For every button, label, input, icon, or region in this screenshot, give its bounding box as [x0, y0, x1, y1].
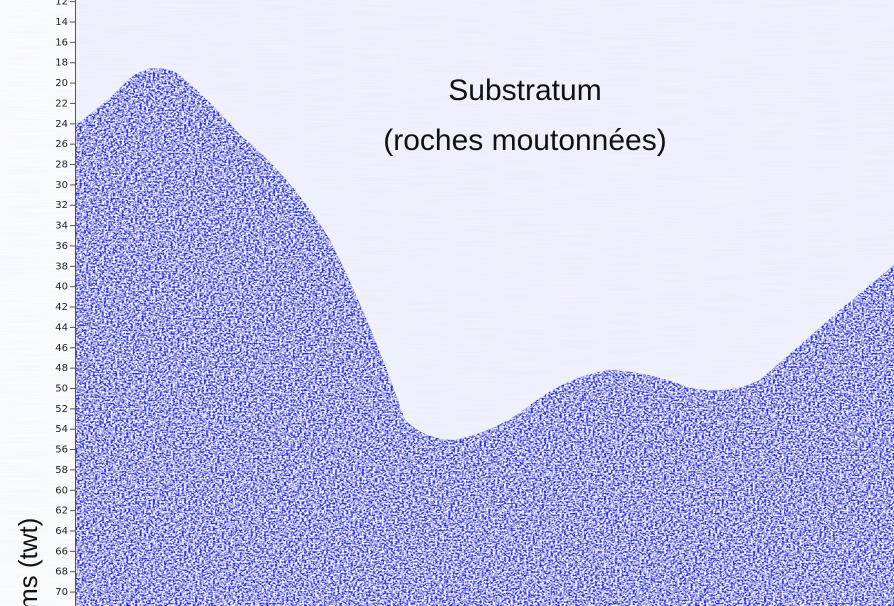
tick-label: 70 — [55, 587, 68, 598]
axis-label: ms (twt) — [13, 518, 43, 606]
tick-label: 64 — [55, 526, 68, 537]
tick-label: 16 — [55, 37, 68, 48]
tick-label: 22 — [55, 98, 68, 109]
tick-label: 24 — [55, 119, 68, 130]
tick-label: 42 — [55, 302, 68, 313]
seabed-reflector — [76, 68, 894, 606]
tick-label: 40 — [55, 282, 68, 293]
tick-label: 20 — [55, 78, 68, 89]
tick-label: 66 — [55, 546, 68, 557]
tick-label: 32 — [55, 200, 68, 211]
tick-label: 62 — [55, 506, 68, 517]
tick-label: 54 — [55, 424, 68, 435]
tick-label: 50 — [55, 383, 68, 394]
tick-label: 18 — [55, 58, 68, 69]
tick-label: 48 — [55, 363, 68, 374]
tick-label: 46 — [55, 343, 68, 354]
tick-label: 44 — [55, 322, 68, 333]
tick-label: 58 — [55, 465, 68, 476]
tick-label: 14 — [55, 17, 68, 28]
tick-label: 28 — [55, 160, 68, 171]
tick-label: 26 — [55, 139, 68, 150]
annotation-line: (roches moutonnées) — [383, 124, 666, 157]
tick-label: 38 — [55, 261, 68, 272]
tick-label: 30 — [55, 180, 68, 191]
tick-label: 56 — [55, 445, 68, 456]
tick-label: 12 — [55, 0, 68, 8]
tick-label: 52 — [55, 404, 68, 415]
tick-label: 68 — [55, 567, 68, 578]
annotation-line: Substratum — [448, 74, 601, 107]
tick-label: 60 — [55, 485, 68, 496]
tick-label: 36 — [55, 241, 68, 252]
tick-label: 34 — [55, 221, 68, 232]
